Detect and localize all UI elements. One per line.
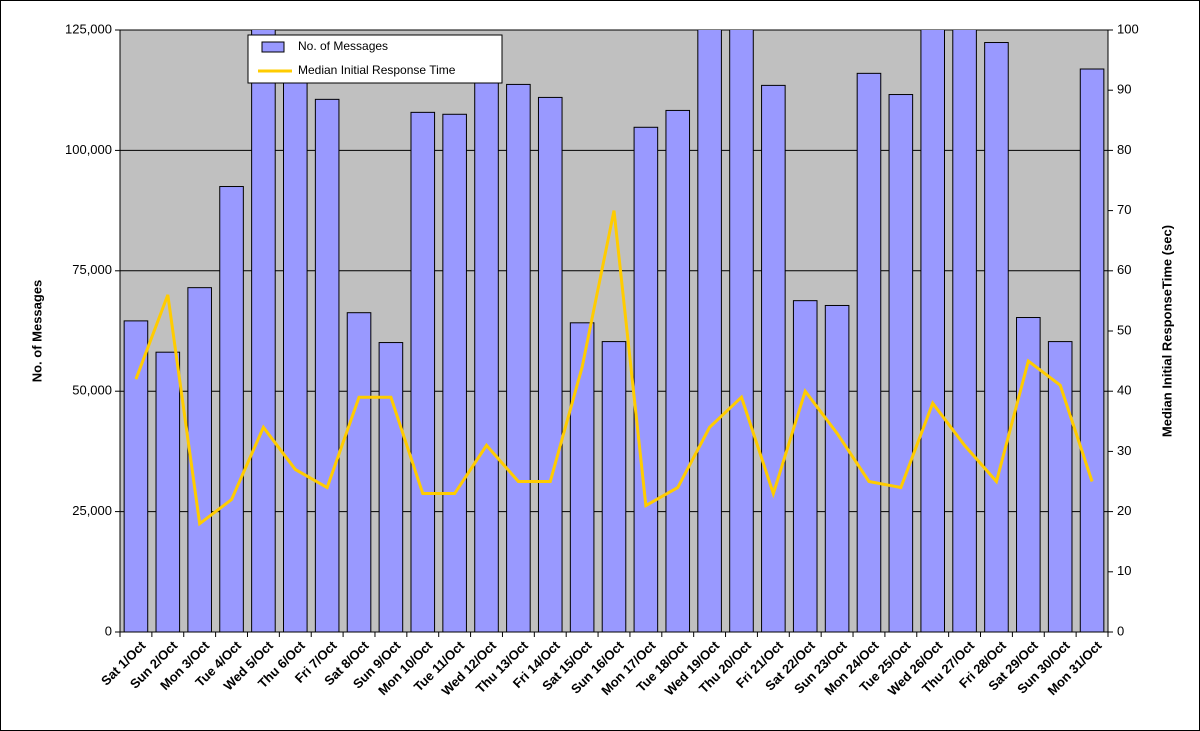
- y-tick-label: 125,000: [65, 21, 112, 36]
- bar: [474, 64, 499, 632]
- y2-tick-label: 20: [1117, 503, 1131, 518]
- bar: [314, 98, 340, 632]
- y-tick-label: 100,000: [65, 142, 112, 157]
- bar: [665, 109, 691, 632]
- bar: [920, 30, 946, 632]
- legend-label: No. of Messages: [298, 39, 388, 53]
- bar: [410, 111, 436, 632]
- bar: [1079, 68, 1105, 632]
- bars: [123, 30, 1105, 632]
- bar: [123, 320, 149, 632]
- bar: [537, 96, 563, 632]
- y-tick-label: 50,000: [72, 383, 112, 398]
- bar: [888, 94, 914, 632]
- y-tick-label: 0: [105, 623, 112, 638]
- y2-tick-label: 80: [1117, 142, 1131, 157]
- bar: [187, 287, 212, 632]
- y2-tick-label: 70: [1117, 202, 1131, 217]
- y2-tick-label: 90: [1117, 82, 1131, 97]
- lines: [134, 210, 1094, 527]
- bar: [1016, 317, 1041, 632]
- y2-tick-label: 10: [1117, 563, 1131, 578]
- bar: [824, 304, 850, 632]
- bar: [984, 42, 1009, 632]
- bar: [761, 84, 786, 632]
- bar: [442, 113, 467, 632]
- bar: [282, 53, 308, 632]
- bar: [1047, 341, 1073, 632]
- y2-axis-title: Median Initial ResponseTime (sec): [1159, 225, 1174, 437]
- bar: [856, 72, 882, 632]
- y2-tick-label: 30: [1117, 443, 1131, 458]
- bar: [792, 300, 818, 632]
- bar: [601, 341, 627, 632]
- bar: [697, 30, 722, 632]
- bar: [729, 30, 754, 632]
- legend: No. of Messages Median Initial Response T…: [247, 34, 503, 84]
- bar: [346, 312, 372, 632]
- legend-swatch: [261, 41, 285, 53]
- y-tick-label: 25,000: [72, 503, 112, 518]
- y-axis-title: No. of Messages: [29, 280, 44, 383]
- legend-box: [247, 34, 503, 84]
- y2-tick-label: 40: [1117, 383, 1131, 398]
- y2-tick-label: 50: [1117, 322, 1131, 337]
- line-series: [134, 210, 1094, 527]
- bar: [219, 186, 244, 632]
- bar: [155, 351, 181, 632]
- y-tick-label: 75,000: [72, 262, 112, 277]
- y2-tick-label: 100: [1117, 21, 1139, 36]
- bar: [506, 83, 531, 632]
- bar: [569, 322, 595, 632]
- bar: [378, 342, 404, 632]
- legend-label: Median Initial Response Time: [298, 63, 456, 77]
- bar: [251, 30, 276, 632]
- bar: [952, 30, 977, 632]
- bar: [633, 126, 659, 632]
- y2-tick-label: 0: [1117, 623, 1124, 638]
- y2-tick-label: 60: [1117, 262, 1131, 277]
